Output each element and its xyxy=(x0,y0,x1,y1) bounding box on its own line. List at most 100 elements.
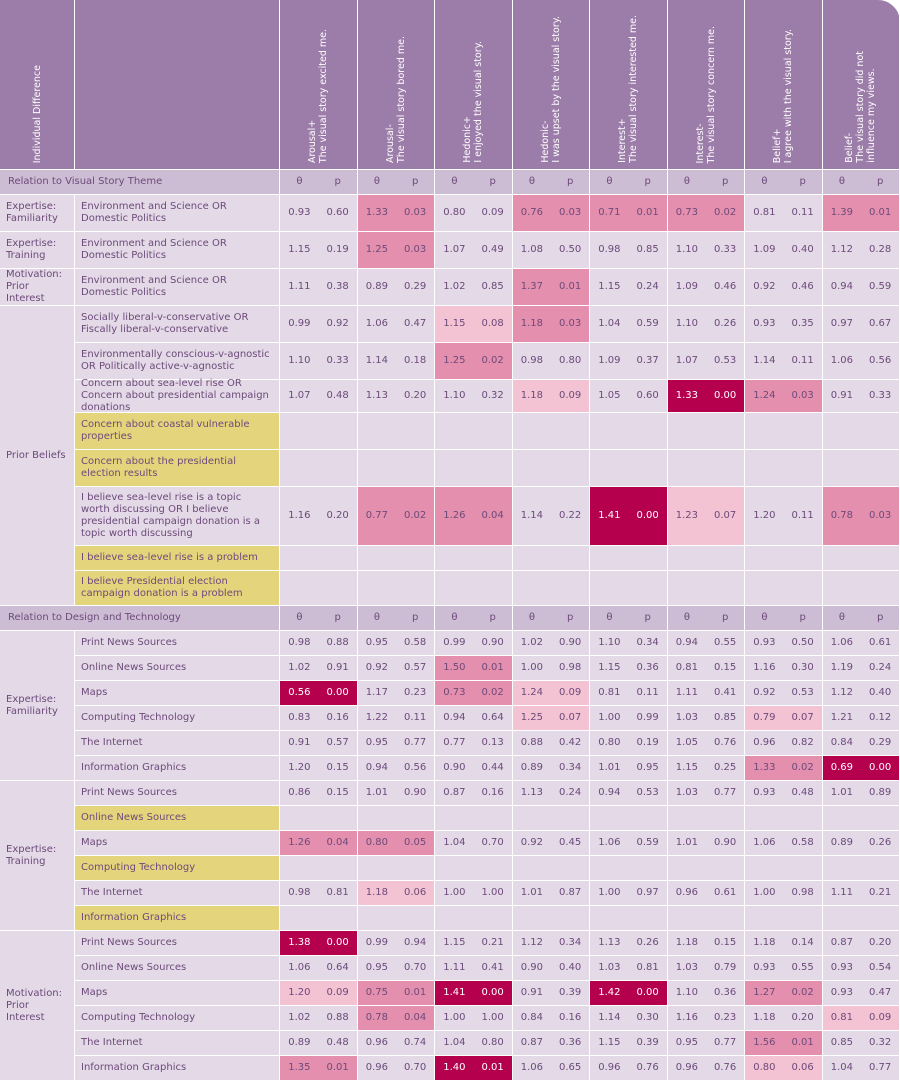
theta-value: 1.33 xyxy=(365,207,388,218)
value-cell: 0.76 0.03 xyxy=(512,195,589,231)
measure-text: Arousal+ The visual story excited me. xyxy=(307,29,329,163)
value-cell: 1.16 0.20 xyxy=(280,487,357,545)
row-label: The Internet xyxy=(75,881,279,905)
theta-value: 1.27 xyxy=(753,987,776,998)
p-value: 0.00 xyxy=(481,987,504,998)
value-cell: 0.73 0.02 xyxy=(667,195,744,231)
theta-value: 1.15 xyxy=(598,1037,621,1048)
p-value: 0.91 xyxy=(326,662,349,673)
value-cell: 1.38 0.00 xyxy=(280,931,357,955)
value-cell: 0.96 0.61 xyxy=(667,881,744,905)
value-cell: 1.01 0.90 xyxy=(667,831,744,855)
theta-value: 0.87 xyxy=(830,937,853,948)
theta-value: 0.77 xyxy=(365,510,388,521)
group-label: Expertise: Training xyxy=(0,781,74,930)
p-value: 0.48 xyxy=(326,390,349,401)
p-value: 1.00 xyxy=(481,887,504,898)
theta-value: 1.02 xyxy=(443,281,466,292)
theta-header: θ xyxy=(280,170,319,194)
theta-value: 1.11 xyxy=(675,687,698,698)
theta-value: 1.20 xyxy=(753,510,776,521)
p-value: 0.04 xyxy=(481,510,504,521)
p-value: 0.36 xyxy=(636,662,659,673)
p-value: 0.59 xyxy=(868,281,892,292)
row-label: Print News Sources xyxy=(75,931,279,955)
value-cell: 0.80 0.19 xyxy=(590,731,667,755)
theta-value: 1.15 xyxy=(598,662,621,673)
value-cell: 1.00 1.00 xyxy=(435,1006,512,1030)
theta-value: 1.10 xyxy=(443,390,466,401)
value-cell: 0.85 0.32 xyxy=(822,1031,899,1055)
theta-header: θ xyxy=(512,170,552,194)
value-cell: 1.00 0.99 xyxy=(590,706,667,730)
p-value: 0.59 xyxy=(636,318,659,329)
measure-header: Arousal+ The visual story excited me. xyxy=(280,0,357,169)
value-cell: 1.15 0.25 xyxy=(667,756,744,780)
theta-value: 0.99 xyxy=(365,937,388,948)
p-header: p xyxy=(396,606,434,630)
value-cell xyxy=(667,906,744,930)
theta-value: 1.15 xyxy=(443,937,466,948)
value-cell: 0.97 0.67 xyxy=(822,306,899,342)
theta-value: 0.95 xyxy=(675,1037,698,1048)
p-value: 0.18 xyxy=(403,355,427,366)
value-cell: 1.11 0.38 xyxy=(280,269,357,305)
p-value: 0.50 xyxy=(791,637,814,648)
p-header: p xyxy=(861,170,899,194)
theta-value: 0.94 xyxy=(365,762,388,773)
theta-value: 1.13 xyxy=(365,390,388,401)
p-value: 0.00 xyxy=(636,987,659,998)
theta-header: θ xyxy=(745,606,784,630)
theta-value: 1.04 xyxy=(443,1037,466,1048)
measure-line: The visual story excited me. xyxy=(318,28,330,163)
measure-line: I enjoyed the visual story. xyxy=(473,41,485,163)
p-value: 0.06 xyxy=(791,1062,814,1073)
theta-value: 1.03 xyxy=(598,962,621,973)
p-value: 0.92 xyxy=(326,318,349,329)
p-value: 0.02 xyxy=(481,687,504,698)
p-value: 0.95 xyxy=(636,762,659,773)
value-cell: 1.15 0.21 xyxy=(435,931,512,955)
theta-value: 1.18 xyxy=(753,1012,776,1023)
value-cell: 0.75 0.01 xyxy=(357,981,434,1005)
p-value: 0.11 xyxy=(636,687,659,698)
theta-value: 0.93 xyxy=(753,962,776,973)
value-cell: 1.20 0.15 xyxy=(280,756,357,780)
value-cell: 1.03 0.79 xyxy=(667,956,744,980)
value-cell: 1.13 0.24 xyxy=(512,781,589,805)
value-cell: 1.13 0.26 xyxy=(590,931,667,955)
theta-value: 0.81 xyxy=(598,687,621,698)
value-cell: 0.93 0.47 xyxy=(822,981,899,1005)
theta-header: θ xyxy=(667,606,707,630)
value-cell: 0.81 0.11 xyxy=(590,681,667,705)
theta-value: 1.02 xyxy=(288,1012,311,1023)
p-value: 0.02 xyxy=(713,207,737,218)
p-value: 0.44 xyxy=(481,762,504,773)
value-cell xyxy=(822,450,899,486)
value-cell xyxy=(512,413,589,449)
measure-header: Belief+ I agree with the visual story. xyxy=(745,0,822,169)
theta-value: 1.38 xyxy=(288,937,311,948)
value-cell: 1.18 0.15 xyxy=(667,931,744,955)
theta-value: 1.56 xyxy=(753,1037,776,1048)
p-value: 0.34 xyxy=(636,637,659,648)
theta-value: 1.25 xyxy=(365,244,388,255)
value-cell: 0.87 0.16 xyxy=(435,781,512,805)
p-value: 0.57 xyxy=(403,662,427,673)
value-cell: 0.94 0.55 xyxy=(667,631,744,655)
value-cell: 1.04 0.77 xyxy=(822,1056,899,1080)
p-value: 0.88 xyxy=(326,637,349,648)
p-value: 0.70 xyxy=(403,1062,427,1073)
row-label: Environmentally conscious-v-agnostic OR … xyxy=(75,343,279,379)
p-header: p xyxy=(861,606,899,630)
value-cell: 1.18 0.14 xyxy=(745,931,822,955)
value-cell: 1.12 0.34 xyxy=(512,931,589,955)
value-cell: 0.56 0.00 xyxy=(280,681,357,705)
measure-text: Hedonic+ I enjoyed the visual story. xyxy=(462,41,484,163)
theta-value: 1.14 xyxy=(520,510,543,521)
measure-header: Arousal- The visual story bored me. xyxy=(357,0,434,169)
measure-header: Interest- The visual story concern me. xyxy=(667,0,744,169)
theta-value: 1.06 xyxy=(830,637,853,648)
value-cell: 0.80 0.06 xyxy=(745,1056,822,1080)
value-cell xyxy=(357,546,434,570)
